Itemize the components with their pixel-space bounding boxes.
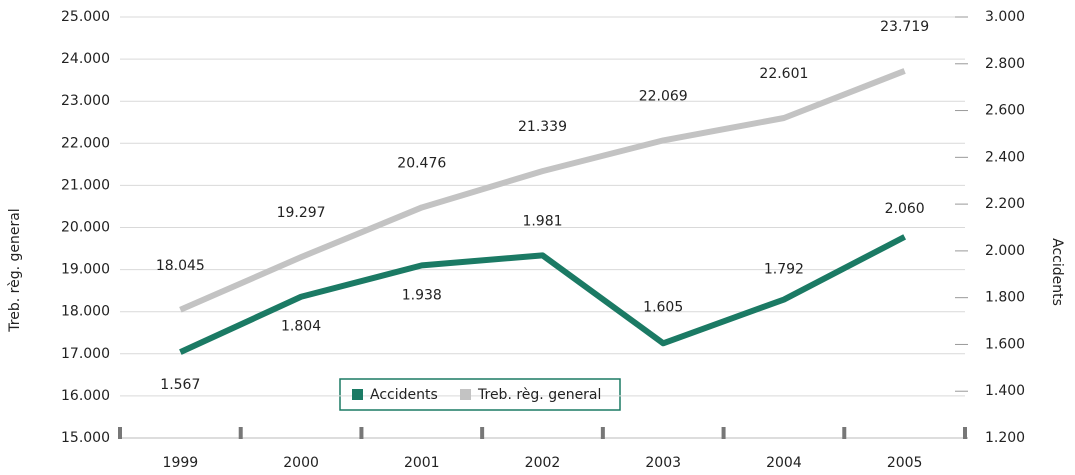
- x-tick-label: 2002: [525, 455, 561, 471]
- y-tick-label: 18.000: [61, 304, 110, 320]
- y-tick-label: 25.000: [61, 9, 110, 25]
- x-tick: [118, 427, 122, 439]
- x-tick-label: 2005: [887, 455, 923, 471]
- series-line: [179, 234, 907, 355]
- series-line: [179, 68, 906, 313]
- data-label: 2.060: [885, 201, 925, 217]
- data-label: 1.981: [522, 213, 562, 229]
- data-label: 1.605: [643, 299, 683, 315]
- data-label: 1.792: [764, 262, 804, 278]
- data-label: 1.938: [402, 287, 442, 303]
- y2-tick-label: 2.200: [985, 196, 1025, 212]
- data-label: 1.804: [281, 319, 321, 335]
- y2-tick-label: 2.600: [985, 103, 1025, 119]
- y2-tick-label: 1.400: [985, 383, 1025, 399]
- x-tick: [480, 427, 485, 439]
- x-tick: [359, 427, 364, 439]
- x-tick: [238, 427, 243, 439]
- x-tick-label: 1999: [163, 455, 199, 471]
- legend-label: Treb. règ. general: [477, 387, 601, 403]
- y-tick-label: 19.000: [61, 262, 110, 278]
- legend-swatch: [352, 389, 363, 400]
- x-tick-label: 2000: [283, 455, 319, 471]
- data-label: 20.476: [397, 155, 446, 171]
- x-tick-label: 2001: [404, 455, 440, 471]
- y-tick-label: 16.000: [61, 388, 110, 404]
- data-label: 1.567: [160, 377, 200, 393]
- x-tick: [963, 427, 967, 439]
- y-tick-label: 15.000: [61, 430, 110, 446]
- data-label: 21.339: [518, 119, 567, 135]
- y2-tick-label: 2.800: [985, 56, 1025, 72]
- y2-tick-label: 1.800: [985, 290, 1025, 306]
- x-tick-label: 2004: [766, 455, 802, 471]
- y-axis-title: Treb. règ. general: [7, 208, 23, 332]
- y-tick-label: 22.000: [61, 135, 110, 151]
- y2-tick-label: 3.000: [985, 9, 1025, 25]
- data-label: 22.069: [639, 88, 688, 104]
- data-label: 23.719: [880, 19, 929, 35]
- x-tick: [600, 427, 605, 439]
- x-tick: [842, 427, 847, 439]
- y2-tick-label: 2.400: [985, 149, 1025, 165]
- x-tick: [721, 427, 726, 439]
- data-label: 19.297: [277, 205, 326, 221]
- y2-tick-label: 2.000: [985, 243, 1025, 259]
- legend-label: Accidents: [370, 387, 438, 403]
- y2-tick-label: 1.600: [985, 336, 1025, 352]
- legend-swatch: [460, 389, 471, 400]
- legend-box: [339, 378, 621, 411]
- y-tick-label: 21.000: [61, 177, 110, 193]
- y2-axis-title: Accidents: [1049, 238, 1065, 306]
- data-label: 18.045: [156, 258, 205, 274]
- y-tick-label: 23.000: [61, 93, 110, 109]
- y2-tick-label: 1.200: [985, 430, 1025, 446]
- data-label: 22.601: [759, 66, 808, 82]
- y-tick-label: 17.000: [61, 346, 110, 362]
- y-tick-label: 20.000: [61, 220, 110, 236]
- y-tick-label: 24.000: [61, 51, 110, 67]
- x-tick-label: 2003: [645, 455, 681, 471]
